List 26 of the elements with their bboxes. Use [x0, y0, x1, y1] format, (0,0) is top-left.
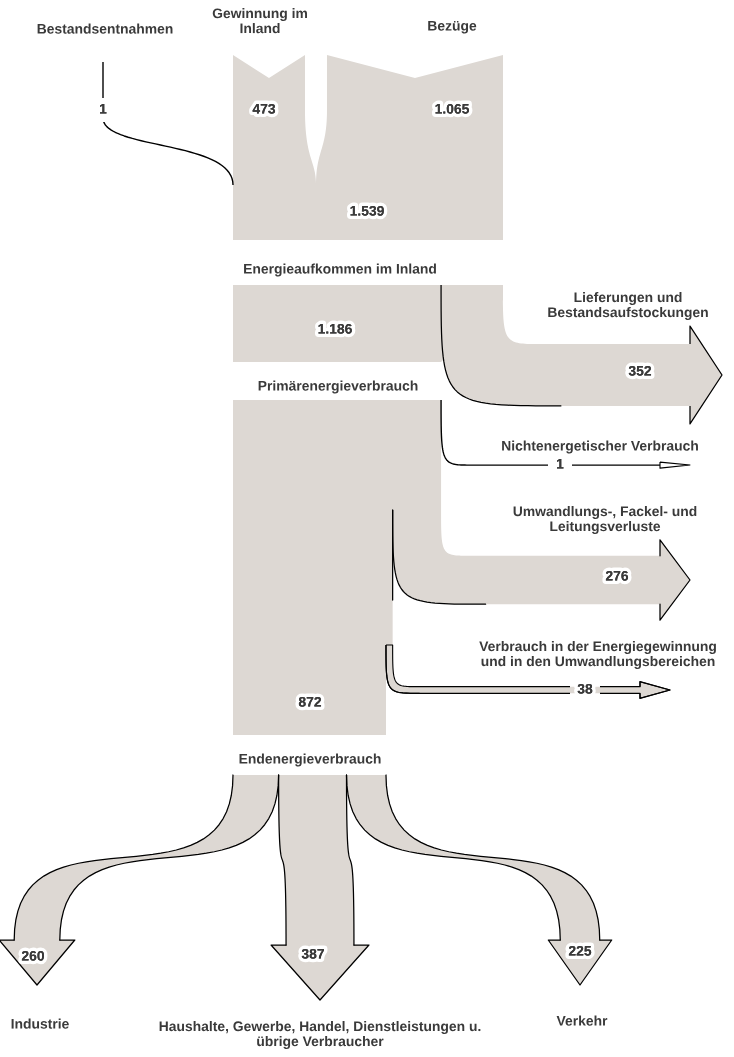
category-label: Bezüge	[428, 20, 477, 34]
data-label: 1.539	[350, 205, 384, 216]
category-label: Nichtenergetischer Verbrauch	[502, 440, 698, 454]
category-label: Umwandlungs-, Fackel- und Leitungsverluste	[513, 505, 697, 535]
category-label: Verbrauch in der Energiegewinnung und in den Umwandlungsbereichen	[479, 640, 716, 670]
data-label: 352	[628, 365, 652, 376]
category-label: Gewinnung im Inland	[212, 8, 307, 34]
category-label: Industrie	[11, 1018, 69, 1029]
category-label: Energieaufkommen im Inland	[244, 263, 436, 277]
data-label: 387	[301, 948, 324, 959]
data-label: 872	[298, 696, 322, 707]
data-label: 473	[252, 103, 276, 114]
category-label: Bestandsentnahmen	[37, 23, 173, 34]
data-label: 1.186	[318, 323, 352, 334]
category-label: Primärenergieverbrauch	[258, 380, 418, 394]
data-label: 1.065	[435, 103, 469, 114]
data-label: 225	[568, 945, 592, 956]
data-label: 1	[100, 104, 107, 114]
data-label: 260	[21, 950, 45, 961]
data-label: 1	[557, 459, 564, 469]
category-label: Lieferungen und Bestandsaufstockungen	[548, 291, 708, 321]
category-label: Haushalte, Gewerbe, Handel, Dienstleistungen u. übrige Verbraucher	[159, 1020, 481, 1050]
data-label: 38	[577, 683, 593, 694]
category-label: Verkehr	[556, 1015, 608, 1026]
data-label: 276	[605, 570, 629, 581]
category-label: Endenergieverbrauch	[239, 753, 381, 767]
